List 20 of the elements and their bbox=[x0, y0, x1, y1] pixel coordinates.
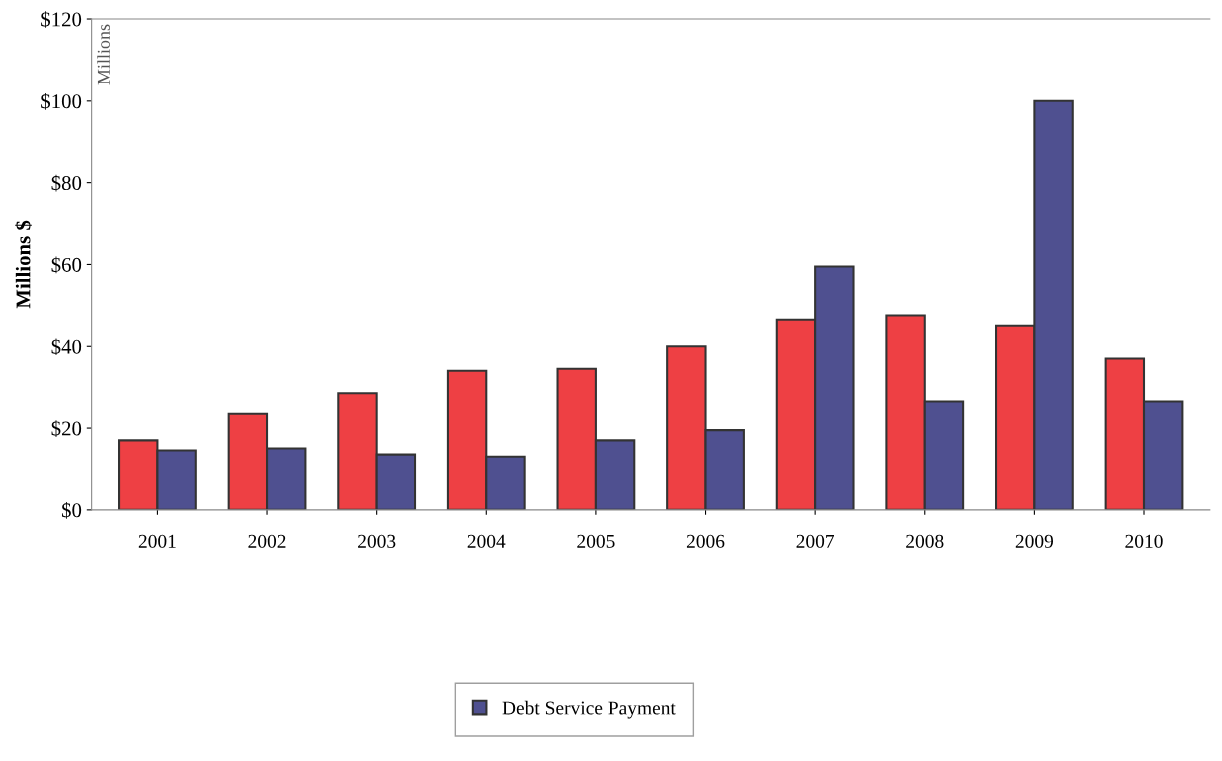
y-axis-title: Millions $ bbox=[15, 220, 32, 309]
x-tick-label: 2003 bbox=[358, 534, 396, 548]
y-tick-label: $80 bbox=[51, 174, 82, 192]
x-tick-label: 2008 bbox=[906, 534, 944, 548]
y-tick-label: $20 bbox=[51, 420, 82, 437]
x-tick-label: 2001 bbox=[138, 534, 176, 548]
annotation: Millions bbox=[97, 24, 110, 85]
x-tick-label: 2006 bbox=[686, 534, 725, 548]
y-tick-label: $0 bbox=[61, 502, 82, 519]
y-tick-label: $40 bbox=[51, 338, 82, 356]
y-tick-label: $100 bbox=[41, 92, 82, 110]
x-tick-label: 2004 bbox=[467, 534, 506, 548]
x-tick-label: 2005 bbox=[577, 534, 615, 548]
legend-label: Debt Service Payment bbox=[502, 700, 676, 719]
y-tick-label: $120 bbox=[41, 11, 82, 28]
x-tick-label: 2002 bbox=[248, 534, 286, 548]
x-tick-label: 2010 bbox=[1125, 534, 1163, 548]
x-tick-label: 2007 bbox=[796, 534, 835, 548]
y-tick-label: $60 bbox=[51, 256, 82, 274]
x-tick-label: 2009 bbox=[1015, 534, 1054, 548]
